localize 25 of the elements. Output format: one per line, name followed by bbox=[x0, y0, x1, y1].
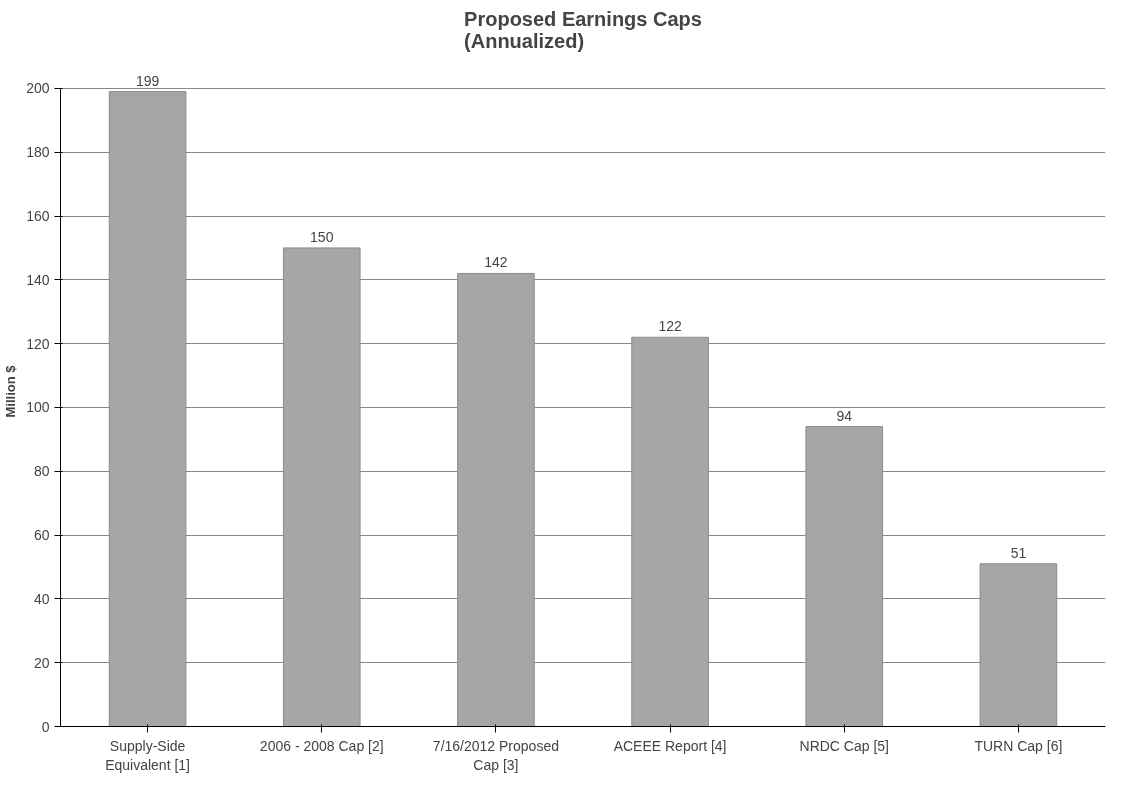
x-tick-label: TURN Cap [6] bbox=[974, 737, 1063, 754]
x-tick-label: ACEEE Report [4] bbox=[613, 737, 727, 754]
data-label: 51 bbox=[1010, 544, 1027, 561]
x-tick-label: Supply-Side Equivalent [1] bbox=[105, 737, 191, 773]
y-tick-label: 0 bbox=[41, 718, 50, 735]
x-tick-label: NRDC Cap [5] bbox=[799, 737, 889, 754]
x-tick-label: 7/16/2012 Proposed Cap [3] bbox=[432, 737, 559, 773]
data-label: 142 bbox=[484, 254, 508, 271]
y-tick-label: 160 bbox=[26, 208, 50, 225]
data-label: 150 bbox=[310, 228, 334, 245]
y-tick-label: 200 bbox=[26, 80, 50, 97]
y-tick-label: 120 bbox=[26, 335, 50, 352]
x-tick-label: 2006 - 2008 Cap [2] bbox=[259, 737, 384, 754]
data-label: 122 bbox=[658, 318, 682, 335]
y-tick-label: 20 bbox=[33, 654, 50, 671]
y-tick-label: 100 bbox=[26, 399, 50, 416]
y-tick-label: 180 bbox=[26, 144, 50, 161]
data-label: 94 bbox=[836, 407, 853, 424]
y-axis-title: Million $ bbox=[3, 364, 19, 418]
y-tick-label: 80 bbox=[33, 463, 50, 480]
y-tick-label: 40 bbox=[33, 590, 50, 607]
chart-title: Proposed Earnings Caps (Annualized) bbox=[464, 7, 702, 52]
data-label: 199 bbox=[135, 72, 160, 89]
y-tick-label: 60 bbox=[33, 527, 50, 544]
y-tick-label: 140 bbox=[26, 271, 50, 288]
